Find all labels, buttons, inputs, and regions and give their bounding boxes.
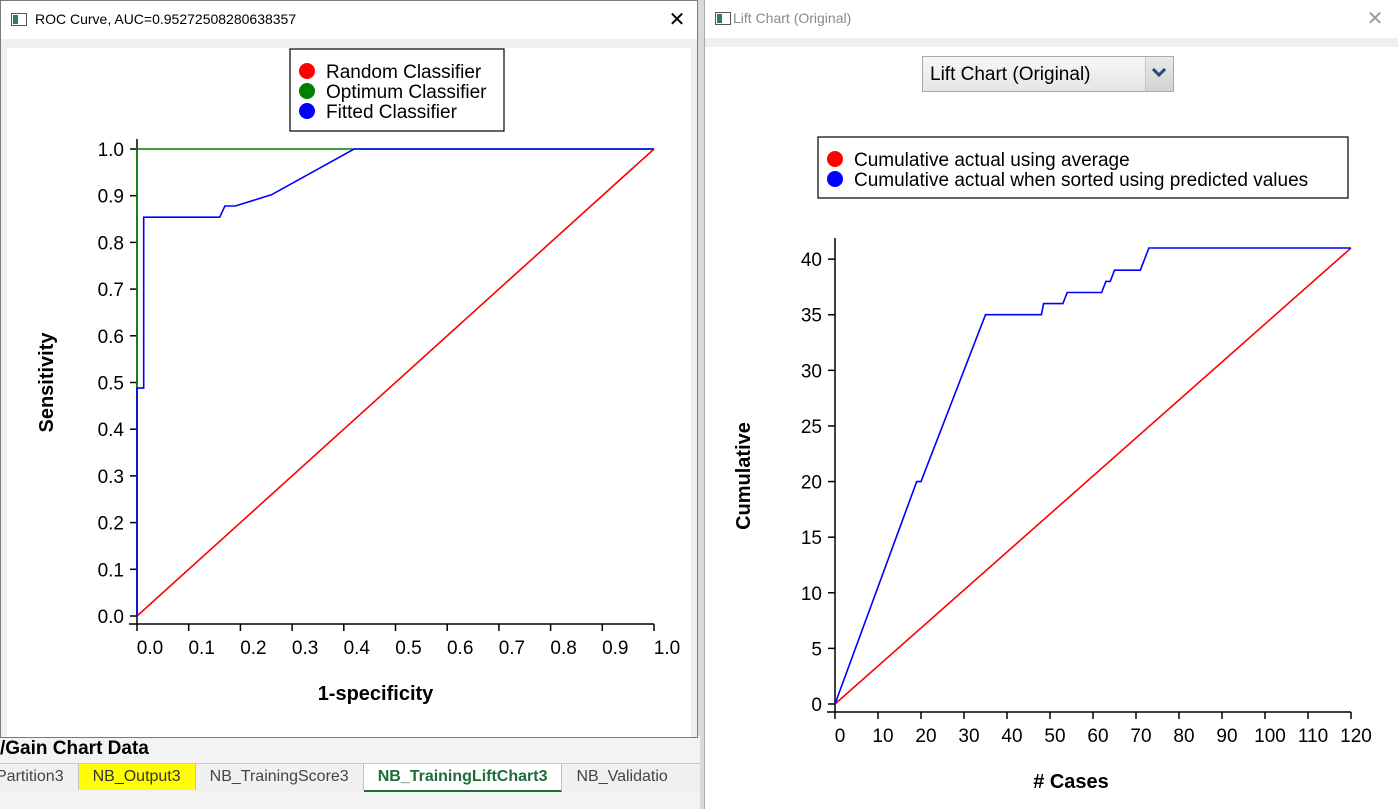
y-axis-title: Cumulative <box>733 422 755 530</box>
x-tick-label: 10 <box>872 726 893 747</box>
y-tick-label: 15 <box>801 528 822 549</box>
x-tick-label: 0.0 <box>137 638 163 659</box>
sheet-tab[interactable]: NB_TrainingScore3 <box>196 764 364 790</box>
x-tick-label: 0.5 <box>395 638 421 659</box>
window-app-icon <box>11 13 27 26</box>
window-app-icon <box>715 12 731 25</box>
y-tick-label: 20 <box>801 473 822 494</box>
x-tick-label: 0.1 <box>188 638 214 659</box>
legend-label: Fitted Classifier <box>326 102 458 123</box>
x-tick-label: 70 <box>1130 726 1151 747</box>
series-line-cumulative-actual-using-average <box>834 247 1352 705</box>
y-tick-label: 0.1 <box>98 560 124 581</box>
sheet-tab[interactable]: NB_TrainingLiftChart3 <box>363 764 563 793</box>
chevron-down-icon <box>1152 68 1166 78</box>
legend-label: Cumulative actual using average <box>854 150 1130 171</box>
roc-curve-window: ROC Curve, AUC=0.95272508280638357 ✕ Ran… <box>0 0 698 738</box>
legend-marker <box>299 83 315 99</box>
x-tick-label: 50 <box>1044 726 1065 747</box>
x-tick-label: 0.9 <box>602 638 628 659</box>
y-tick-label: 1.0 <box>98 140 124 161</box>
y-tick-label: 25 <box>801 417 822 438</box>
x-tick-label: 120 <box>1340 726 1372 747</box>
x-tick-label: 0.8 <box>550 638 576 659</box>
lift-window-title: Lift Chart (Original) <box>733 10 852 26</box>
x-axis-title: # Cases <box>1033 771 1109 793</box>
sheet-heading: /Gain Chart Data <box>0 738 149 759</box>
sheet-bottom-area <box>0 792 700 809</box>
chart-type-dropdown[interactable]: Lift Chart (Original) <box>922 56 1174 92</box>
y-tick-label: 30 <box>801 361 822 382</box>
y-tick-label: 0.7 <box>98 280 124 301</box>
x-tick-label: 20 <box>915 726 936 747</box>
y-tick-label: 5 <box>811 639 822 660</box>
roc-window-title: ROC Curve, AUC=0.95272508280638357 <box>35 11 297 27</box>
series-line-fitted-classifier <box>136 148 654 616</box>
dropdown-value: Lift Chart (Original) <box>930 64 1091 85</box>
roc-close-button[interactable]: ✕ <box>668 9 686 31</box>
y-axis-title: Sensitivity <box>36 332 58 433</box>
legend-label: Random Classifier <box>326 62 482 83</box>
y-tick-label: 10 <box>801 584 822 605</box>
legend-marker <box>299 103 315 119</box>
lift-titlebar[interactable]: Lift Chart (Original) ✕ <box>705 0 1398 38</box>
sheet-tab[interactable]: NB_Validatio <box>576 768 668 785</box>
lift-top-band <box>705 38 1398 47</box>
sheet-tab-bar: Partition3 NB_Output3 NB_TrainingScore3 NB_… <box>0 763 700 793</box>
x-tick-label: 100 <box>1254 726 1286 747</box>
x-tick-label: 1.0 <box>654 638 680 659</box>
series-line-random-classifier <box>136 148 655 617</box>
series-line-cumulative-actual-when-sorted-using-predicted-values <box>834 247 1351 705</box>
x-tick-label: 0 <box>835 726 846 747</box>
x-tick-label: 90 <box>1216 726 1237 747</box>
y-tick-label: 0.3 <box>98 467 124 488</box>
x-tick-label: 0.3 <box>292 638 318 659</box>
legend-label: Optimum Classifier <box>326 82 487 103</box>
y-tick-label: 0.9 <box>98 187 124 208</box>
x-tick-label: 0.6 <box>447 638 473 659</box>
sheet-tab[interactable]: Partition3 <box>0 764 79 790</box>
lift-chart-window: Lift Chart (Original) ✕ Lift Chart (Orig… <box>704 0 1398 809</box>
lift-chart: Cumulative actual using averageCumulativ… <box>733 136 1372 793</box>
lift-close-button[interactable]: ✕ <box>1366 8 1384 30</box>
x-tick-label: 110 <box>1298 726 1328 747</box>
x-tick-label: 30 <box>958 726 979 747</box>
legend-label: Cumulative actual when sorted using pred… <box>854 170 1308 191</box>
y-tick-label: 35 <box>801 306 822 327</box>
y-tick-label: 0.8 <box>98 233 124 254</box>
x-tick-label: 0.7 <box>499 638 525 659</box>
x-tick-label: 60 <box>1087 726 1108 747</box>
x-tick-label: 0.2 <box>240 638 266 659</box>
x-tick-label: 80 <box>1173 726 1194 747</box>
y-tick-label: 0.2 <box>98 514 124 535</box>
x-tick-label: 0.4 <box>344 638 371 659</box>
x-tick-label: 40 <box>1001 726 1022 747</box>
roc-left-band <box>1 48 7 737</box>
roc-titlebar[interactable]: ROC Curve, AUC=0.95272508280638357 ✕ <box>1 1 697 39</box>
y-tick-label: 0.5 <box>98 374 124 395</box>
legend-marker <box>299 63 315 79</box>
y-tick-label: 0.4 <box>98 420 125 441</box>
legend-box <box>289 48 505 132</box>
legend-marker <box>827 171 843 187</box>
dropdown-arrow-button[interactable] <box>1145 57 1173 91</box>
y-tick-label: 0.6 <box>98 327 124 348</box>
y-tick-label: 0 <box>811 695 822 716</box>
x-axis-title: 1-specificity <box>318 683 434 705</box>
roc-right-band <box>691 48 697 737</box>
sheet-tab[interactable]: NB_Output3 <box>78 764 196 790</box>
legend-box <box>817 136 1349 199</box>
y-tick-label: 0.0 <box>98 607 124 628</box>
roc-top-band <box>1 39 697 48</box>
y-tick-label: 40 <box>801 250 822 271</box>
legend-marker <box>827 151 843 167</box>
